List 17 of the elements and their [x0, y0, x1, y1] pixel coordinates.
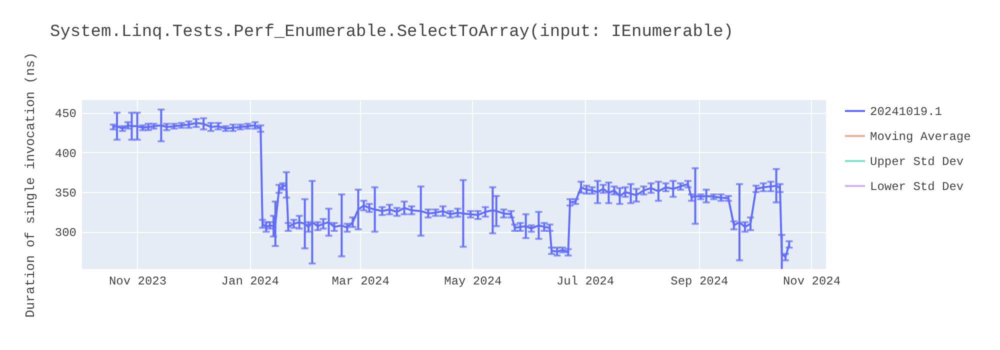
y-tick-label: 400 [54, 146, 76, 161]
chart-title: System.Linq.Tests.Perf_Enumerable.SelectToArray(input: IEnumerable) [50, 22, 734, 42]
x-tick-label: Nov 2024 [782, 274, 841, 288]
x-tick-label: Nov 2023 [108, 274, 167, 288]
x-tick-label: Jan 2024 [221, 274, 279, 288]
y-tick-label: 300 [54, 226, 76, 240]
y-tick-label: 450 [54, 107, 76, 122]
x-tick-label: Jul 2024 [556, 274, 614, 288]
legend-label: 20241019.1 [870, 105, 942, 119]
x-tick-label: Mar 2024 [332, 274, 390, 288]
legend-label: Lower Std Dev [870, 180, 964, 194]
x-tick-label: Sep 2024 [670, 274, 728, 288]
y-tick-label: 350 [54, 186, 76, 201]
y-axis-title: Duration of single invocation (ns) [22, 52, 38, 318]
legend-label: Upper Std Dev [870, 155, 964, 169]
legend-label: Moving Average [870, 130, 971, 144]
x-tick-label: May 2024 [444, 274, 502, 288]
